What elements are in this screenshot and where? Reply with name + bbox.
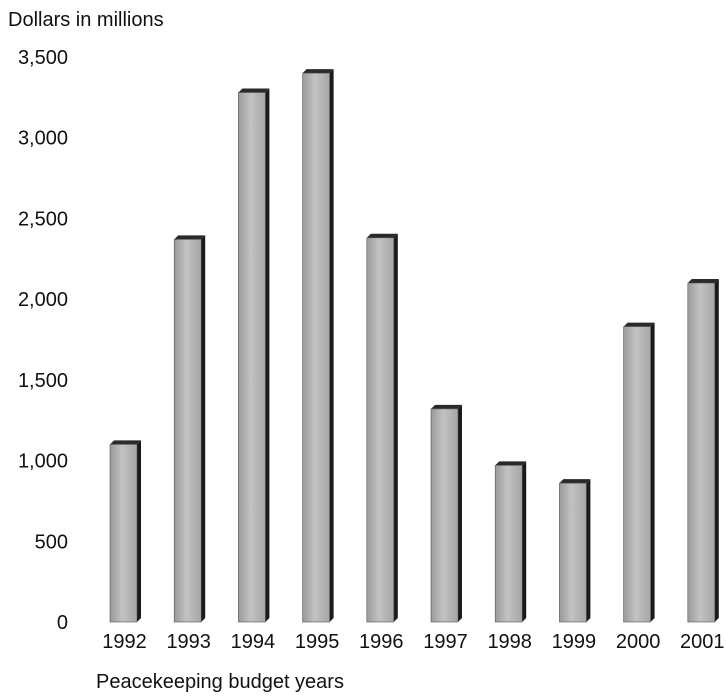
- bars: [109, 69, 719, 623]
- bar-face: [494, 465, 523, 623]
- y-tick-label: 3,000: [18, 128, 68, 150]
- bar: [494, 461, 527, 623]
- bar-side: [393, 233, 398, 623]
- bar-top: [110, 440, 141, 445]
- bar: [302, 69, 334, 623]
- bar-top: [302, 69, 334, 74]
- y-tick-label: 2,000: [18, 289, 68, 311]
- x-tick-label: 1993: [166, 631, 211, 653]
- x-tick-label: 1992: [102, 631, 147, 653]
- bar-face: [366, 237, 395, 623]
- bar: [109, 440, 141, 623]
- bar: [623, 322, 655, 623]
- x-tick-label: 1996: [359, 631, 404, 653]
- bar-side: [522, 461, 527, 622]
- x-axis-ticks: 1992 1993 1994 1995 1996 1997 1998 1999 2000 2001: [102, 631, 724, 653]
- bar: [173, 235, 206, 623]
- bar: [687, 279, 719, 623]
- bar-top: [238, 88, 270, 93]
- x-tick-label: 1997: [423, 631, 468, 653]
- x-tick-label: 1994: [231, 631, 276, 653]
- x-tick-label: 2000: [616, 631, 661, 653]
- bar-top: [623, 322, 655, 327]
- bar-top: [495, 461, 527, 466]
- bar-side: [458, 404, 462, 622]
- bar-top: [431, 404, 462, 409]
- bar-face: [109, 444, 138, 623]
- bar-side: [650, 322, 655, 622]
- y-axis-label: Dollars in millions: [8, 9, 164, 31]
- x-axis-label: Peacekeeping budget years: [96, 671, 344, 693]
- bar: [430, 404, 462, 623]
- y-axis-ticks: 0 500 1,000 1,500 2,000 2,500 3,000 3,500: [18, 47, 68, 634]
- bar-side: [586, 479, 591, 622]
- y-tick-label: 1,500: [18, 370, 68, 392]
- bar-face: [687, 282, 716, 623]
- bar: [366, 233, 398, 623]
- bar-face: [173, 239, 202, 623]
- bar-face: [623, 326, 651, 623]
- bar-top: [174, 235, 206, 240]
- y-tick-label: 0: [57, 612, 68, 634]
- bar-side: [329, 69, 334, 622]
- bar-side: [201, 235, 206, 622]
- bar-face: [302, 72, 330, 623]
- y-tick-label: 1,000: [18, 451, 68, 473]
- y-tick-label: 2,500: [18, 208, 68, 230]
- bar-side: [265, 88, 270, 622]
- bar-side: [714, 279, 719, 622]
- bar-side: [137, 440, 141, 622]
- x-tick-label: 1995: [295, 631, 340, 653]
- x-tick-label: 1999: [552, 631, 597, 653]
- bar: [238, 88, 270, 623]
- bar-face: [559, 482, 587, 623]
- bar: [559, 479, 591, 623]
- x-tick-label: 1998: [487, 631, 532, 653]
- y-tick-label: 500: [35, 531, 68, 553]
- y-tick-label: 3,500: [18, 47, 68, 69]
- bar-top: [559, 479, 591, 484]
- bar-top: [366, 233, 398, 238]
- bar-top: [687, 279, 719, 283]
- bar-face: [430, 408, 459, 623]
- bar-face: [238, 92, 266, 623]
- x-tick-label: 2001: [680, 631, 725, 653]
